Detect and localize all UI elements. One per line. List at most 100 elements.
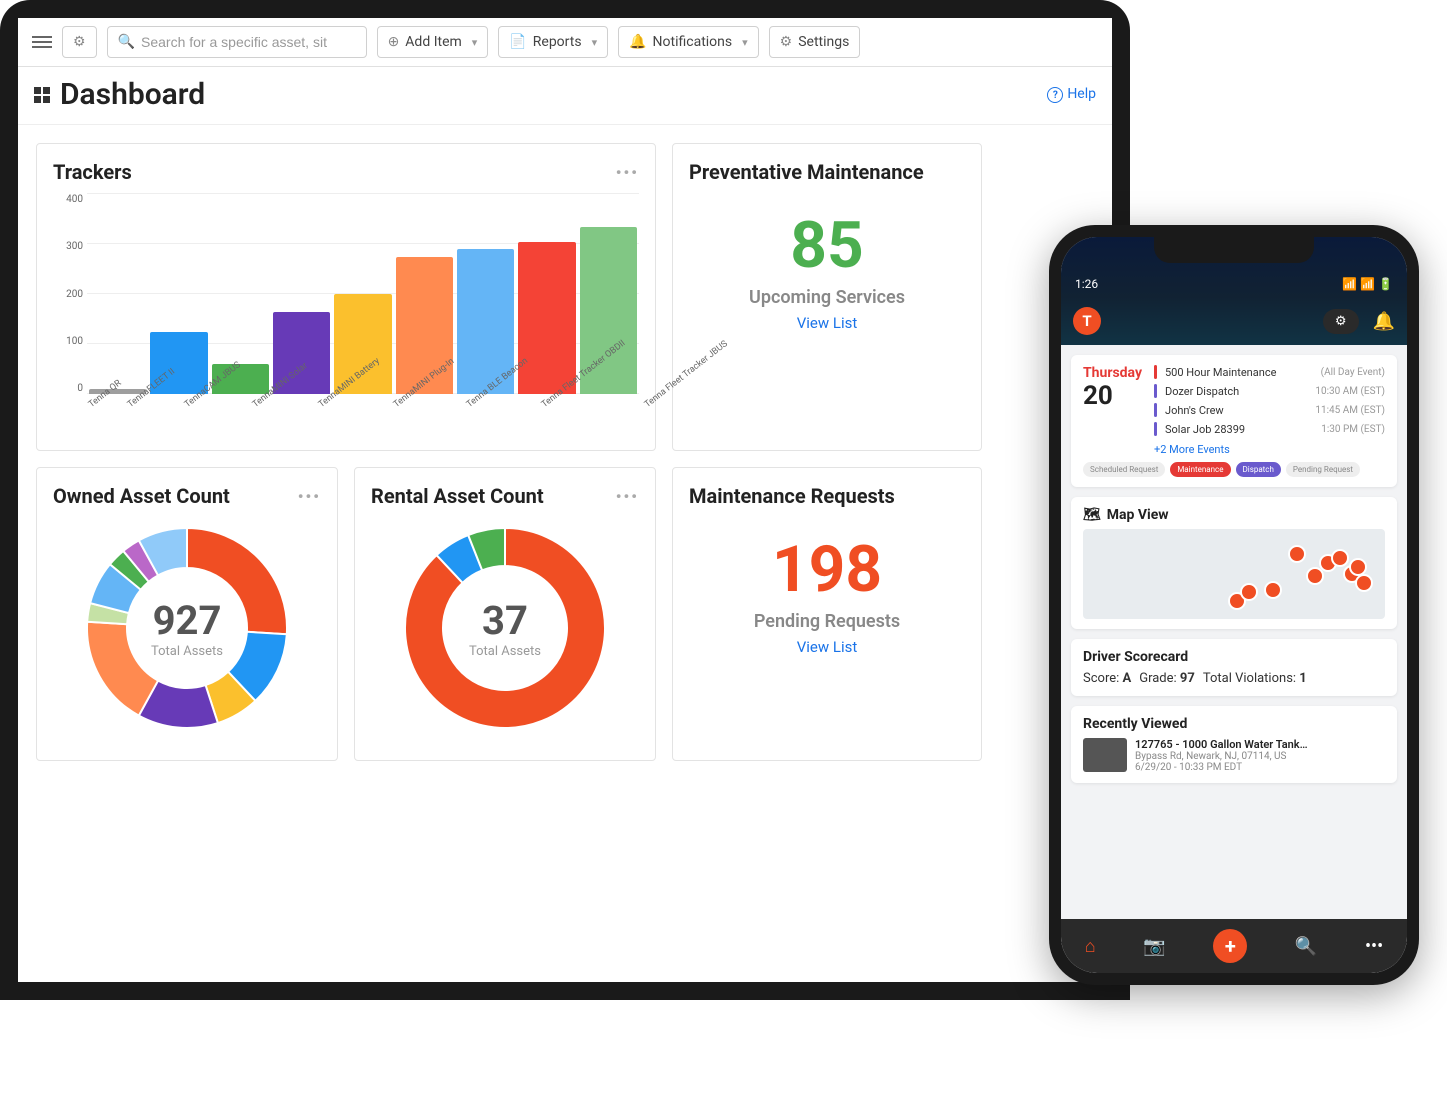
calendar-event[interactable]: Solar Job 283991:30 PM (EST) (1154, 422, 1385, 436)
search-box[interactable]: 🔍 (107, 26, 367, 58)
trackers-title: Trackers (53, 160, 132, 184)
rental-title: Rental Asset Count (371, 484, 544, 508)
search-input[interactable] (141, 34, 356, 50)
calendar-chip[interactable]: Dispatch (1236, 462, 1281, 477)
app-logo[interactable]: T (1073, 307, 1101, 335)
phone-filter-button[interactable]: ⚙ (1323, 309, 1359, 334)
bell-icon: 🔔 (629, 34, 646, 50)
sliders-icon: ⚙ (73, 34, 86, 50)
laptop-frame: ⚙ 🔍 ⊕ Add Item 📄Reports 🔔 Notifications ⚙ S… (0, 0, 1130, 1000)
phone-notch (1154, 237, 1314, 263)
chart-x-labels: Tenna QRTennaFLEET IITennaCAM JBUSTennaM… (87, 394, 639, 444)
tab-camera-icon[interactable]: 📷 (1143, 936, 1165, 957)
calendar-card: Thursday 20 500 Hour Maintenance(All Day… (1071, 355, 1397, 487)
dashboard-icon (34, 87, 50, 103)
title-bar: Dashboard Help (18, 67, 1112, 125)
rental-card: Rental Asset Count ••• 37 Total Assets (354, 467, 656, 761)
calendar-more-link[interactable]: +2 More Events (1154, 443, 1385, 456)
recent-title: Recently Viewed (1083, 716, 1385, 732)
scorecard-row: Score: A Grade: 97 Total Violations: 1 (1083, 671, 1385, 686)
map-marker[interactable] (1288, 545, 1306, 563)
calendar-dow: Thursday (1083, 365, 1142, 381)
chart-y-axis: 4003002001000 (53, 194, 83, 394)
recent-item-title: 127765 - 1000 Gallon Water Tank… (1135, 738, 1308, 751)
recent-item-addr: Bypass Rd, Newark, NJ, 07114, US (1135, 751, 1308, 762)
preventative-sub: Upcoming Services (699, 287, 955, 308)
map-icon: 🗺 (1083, 507, 1101, 523)
owned-value: 927 (153, 597, 222, 644)
scorecard-card: Driver Scorecard Score: A Grade: 97 Tota… (1071, 639, 1397, 696)
rental-value: 37 (482, 597, 528, 644)
phone-frame: 1:26 📶 📶 🔋 T ⚙ 🔔 Thursday 20 500 Hour Ma… (1049, 225, 1419, 985)
maintreq-title: Maintenance Requests (689, 484, 965, 508)
calendar-day: Thursday 20 (1083, 365, 1142, 456)
calendar-chip[interactable]: Scheduled Request (1083, 462, 1165, 477)
map-title: 🗺Map View (1083, 507, 1385, 523)
help-link[interactable]: Help (1047, 86, 1096, 104)
status-time: 1:26 (1075, 277, 1098, 291)
page-title: Dashboard (34, 77, 205, 112)
calendar-chip[interactable]: Pending Request (1286, 462, 1360, 477)
asset-count-row: Owned Asset Count ••• 927 Total Assets R… (36, 467, 656, 761)
rental-menu-icon[interactable]: ••• (616, 487, 639, 506)
preventative-value: 85 (699, 208, 955, 283)
map-card: 🗺Map View (1071, 497, 1397, 629)
settings-button[interactable]: ⚙ Settings (769, 26, 861, 58)
recent-item-time: 6/29/20 - 10:33 PM EDT (1135, 762, 1308, 773)
reports-button[interactable]: 📄Reports (498, 26, 608, 58)
rental-label: Total Assets (469, 644, 541, 659)
top-toolbar: ⚙ 🔍 ⊕ Add Item 📄Reports 🔔 Notifications ⚙ S… (18, 18, 1112, 67)
gear-icon: ⚙ (780, 34, 793, 50)
maintreq-link[interactable]: View List (797, 638, 858, 656)
phone-app-bar: T ⚙ 🔔 (1061, 297, 1407, 345)
owned-card: Owned Asset Count ••• 927 Total Assets (36, 467, 338, 761)
calendar-chip[interactable]: Maintenance (1170, 462, 1230, 477)
owned-menu-icon[interactable]: ••• (298, 487, 321, 506)
recent-card: Recently Viewed 127765 - 1000 Gallon Wat… (1071, 706, 1397, 783)
recent-item[interactable]: 127765 - 1000 Gallon Water Tank… Bypass … (1083, 738, 1385, 773)
notifications-button[interactable]: 🔔 Notifications (618, 26, 759, 58)
owned-title: Owned Asset Count (53, 484, 230, 508)
notifications-label: Notifications (653, 34, 733, 50)
calendar-event[interactable]: Dozer Dispatch10:30 AM (EST) (1154, 384, 1385, 398)
map-marker[interactable] (1331, 549, 1349, 567)
plus-circle-icon: ⊕ (388, 34, 400, 50)
calendar-event[interactable]: John's Crew11:45 AM (EST) (1154, 403, 1385, 417)
calendar-daynum: 20 (1083, 381, 1142, 411)
map-marker[interactable] (1240, 583, 1258, 601)
phone-screen: 1:26 📶 📶 🔋 T ⚙ 🔔 Thursday 20 500 Hour Ma… (1061, 237, 1407, 973)
laptop-screen: ⚙ 🔍 ⊕ Add Item 📄Reports 🔔 Notifications ⚙ S… (18, 18, 1112, 982)
tab-add-button[interactable]: + (1213, 929, 1247, 963)
dashboard-grid: Trackers ••• 4003002001000 Tenna QRTenna… (18, 125, 1112, 779)
status-icons: 📶 📶 🔋 (1342, 277, 1393, 291)
maintreq-sub: Pending Requests (699, 611, 955, 632)
phone-bell-icon[interactable]: 🔔 (1373, 311, 1395, 332)
maintreq-card: Maintenance Requests 198 Pending Request… (672, 467, 982, 761)
maintreq-value: 198 (699, 532, 955, 607)
filter-button[interactable]: ⚙ (62, 26, 97, 58)
add-item-button[interactable]: ⊕ Add Item (377, 26, 489, 58)
calendar-chips: Scheduled Request Maintenance Dispatch Pend… (1083, 462, 1385, 477)
tab-more-icon[interactable]: ••• (1365, 936, 1383, 957)
menu-icon[interactable] (32, 36, 52, 48)
scorecard-title: Driver Scorecard (1083, 649, 1385, 665)
map-marker[interactable] (1355, 574, 1373, 592)
search-icon: 🔍 (118, 34, 135, 50)
trackers-card: Trackers ••• 4003002001000 Tenna QRTenna… (36, 143, 656, 451)
map-marker[interactable] (1264, 581, 1282, 599)
owned-donut: 927 Total Assets (77, 518, 297, 738)
calendar-event[interactable]: 500 Hour Maintenance(All Day Event) (1154, 365, 1385, 379)
add-item-label: Add Item (405, 34, 462, 50)
owned-label: Total Assets (151, 644, 223, 659)
tab-home-icon[interactable]: ⌂ (1085, 936, 1096, 957)
trackers-menu-icon[interactable]: ••• (616, 163, 639, 182)
recent-thumb (1083, 738, 1127, 772)
trackers-chart: 4003002001000 Tenna QRTennaFLEET IITenna… (53, 194, 639, 434)
preventative-link[interactable]: View List (797, 314, 858, 332)
chart-bars (87, 194, 639, 394)
rental-donut: 37 Total Assets (395, 518, 615, 738)
map-marker[interactable] (1306, 567, 1324, 585)
map-view[interactable] (1083, 529, 1385, 619)
settings-label: Settings (798, 34, 849, 50)
tab-search-icon[interactable]: 🔍 (1295, 936, 1317, 957)
